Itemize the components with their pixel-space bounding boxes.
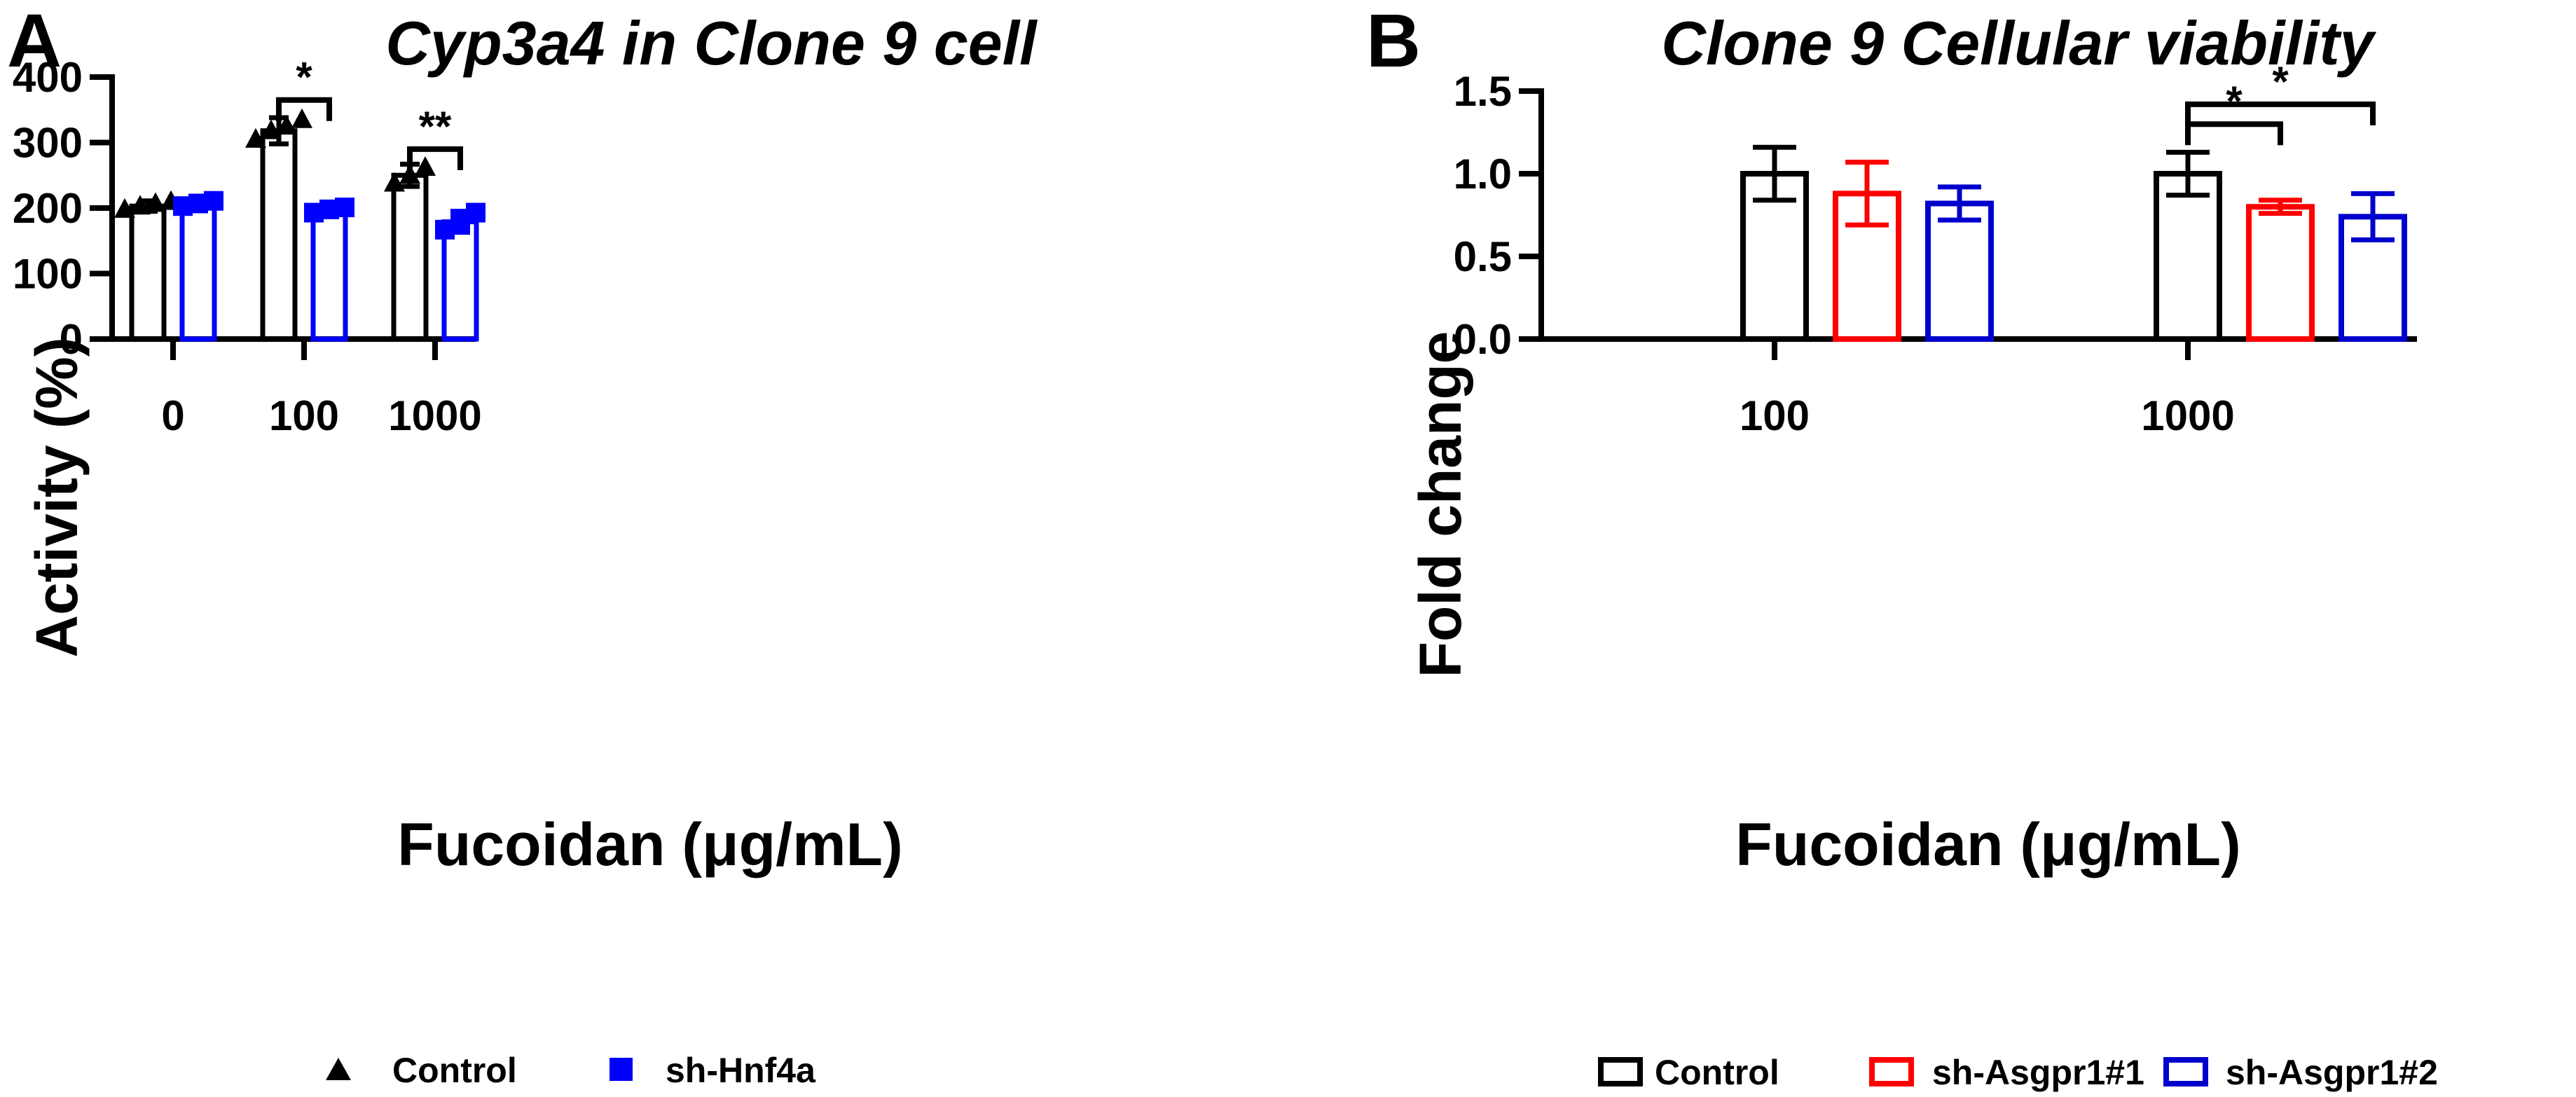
x-tick-label: 100 — [1740, 392, 1810, 439]
data-point-control-0 — [145, 192, 166, 212]
data-point-sh-hnf4a-1000 — [466, 202, 485, 223]
legend-sh-asgpr1-1-label: sh-Asgpr1#1 — [1932, 1053, 2144, 1092]
panel-a-x-axis-label: Fucoidan (μg/mL) — [397, 811, 902, 878]
significance-label: * — [2226, 78, 2243, 125]
significance-bracket — [276, 97, 332, 121]
bar-sh-hnf4a-100 — [310, 207, 348, 342]
y-tick-label: 0.5 — [1454, 233, 1512, 280]
significance-bracket — [407, 146, 463, 170]
bar-sh-asgpr1-1-1000 — [2246, 204, 2315, 343]
panel-a-title: Cyp3a4 in Clone 9 cell — [385, 8, 1038, 78]
data-point-control-1000 — [399, 164, 420, 184]
bar-control-1000 — [391, 172, 429, 342]
data-point-control-100 — [276, 115, 297, 135]
legend-control-box-icon — [1598, 1057, 1643, 1086]
significance-label: * — [296, 54, 312, 101]
panel-b-x-axis: 100 1000 — [1538, 336, 2417, 439]
legend-sh-asgpr1-2-label: sh-Asgpr1#2 — [2226, 1053, 2438, 1092]
panel-b-x-axis-label: Fucoidan (μg/mL) — [1735, 811, 2240, 878]
data-point-sh-hnf4a-100 — [335, 198, 354, 218]
significance-label: ** — [419, 103, 452, 150]
x-tick-label: 1000 — [388, 392, 481, 439]
data-point-control-0 — [130, 195, 151, 215]
data-point-sh-hnf4a-0 — [204, 191, 223, 211]
data-point-control-1000 — [384, 172, 405, 192]
legend-control-label: Control — [1655, 1053, 1779, 1092]
significance-label: * — [2272, 58, 2289, 105]
bar-sh-hnf4a-0 — [179, 200, 217, 342]
legend-control-label: Control — [392, 1051, 517, 1090]
bar-sh-asgpr1-2-100 — [1925, 200, 1994, 343]
panel-b-letter: B — [1366, 0, 1421, 83]
panel-b-y-axis: 0.0 0.5 1.0 1.5 — [1454, 68, 1544, 363]
panel-a-y-axis: 0 100 200 300 400 — [13, 54, 115, 363]
y-tick-label: 200 — [13, 185, 83, 232]
panel-a-y-axis-label: Activity (%) — [24, 337, 90, 657]
y-tick-label: 100 — [13, 251, 83, 298]
legend-sh-asgpr1-1-box-icon — [1869, 1057, 1914, 1086]
y-tick-label: 0.0 — [1454, 316, 1512, 363]
x-tick-label: 100 — [269, 392, 339, 439]
significance-bracket — [2185, 101, 2376, 125]
legend-sh-hnf4a-square-icon — [609, 1058, 633, 1081]
panel-a-bars — [114, 108, 485, 342]
x-tick-label: 0 — [161, 392, 184, 439]
x-tick-label: 1000 — [2141, 392, 2234, 439]
y-tick-label: 0 — [60, 316, 83, 363]
y-tick-label: 1.5 — [1454, 68, 1512, 115]
bar-control-100 — [260, 128, 298, 342]
panel-a-legend: Control sh-Hnf4a — [326, 1051, 816, 1090]
data-point-control-1000 — [415, 156, 436, 177]
data-point-control-0 — [114, 198, 135, 218]
panel-b-bars — [1740, 144, 2407, 343]
panel-b: B Clone 9 Cellular viability Fold change… — [1366, 0, 2438, 1092]
significance-bracket — [2185, 121, 2283, 146]
panel-b-title: Clone 9 Cellular viability — [1661, 8, 2376, 78]
legend-sh-hnf4a-label: sh-Hnf4a — [666, 1051, 816, 1090]
y-tick-label: 400 — [13, 54, 83, 101]
bar-control-0 — [129, 203, 167, 342]
panel-a-letter: A — [7, 0, 62, 83]
panel-a: A Cyp3a4 in Clone 9 cell Activity (%) Fu… — [7, 0, 1038, 1090]
data-point-control-100 — [291, 108, 312, 128]
panel-b-significance: * * — [2185, 58, 2376, 146]
panel-b-legend: Control sh-Asgpr1#1 sh-Asgpr1#2 — [1598, 1053, 2438, 1092]
panel-a-significance: *** — [276, 54, 463, 170]
legend-sh-asgpr1-2-box-icon — [2163, 1057, 2208, 1086]
data-point-control-100 — [245, 127, 266, 148]
panel-b-y-axis-label: Fold change — [1407, 331, 1473, 678]
y-tick-label: 300 — [13, 120, 83, 167]
bar-control-1000 — [2154, 171, 2222, 342]
y-tick-label: 1.0 — [1454, 151, 1512, 198]
panel-a-x-axis: 0 100 1000 — [109, 336, 482, 439]
legend-control-triangle-icon — [326, 1058, 351, 1080]
